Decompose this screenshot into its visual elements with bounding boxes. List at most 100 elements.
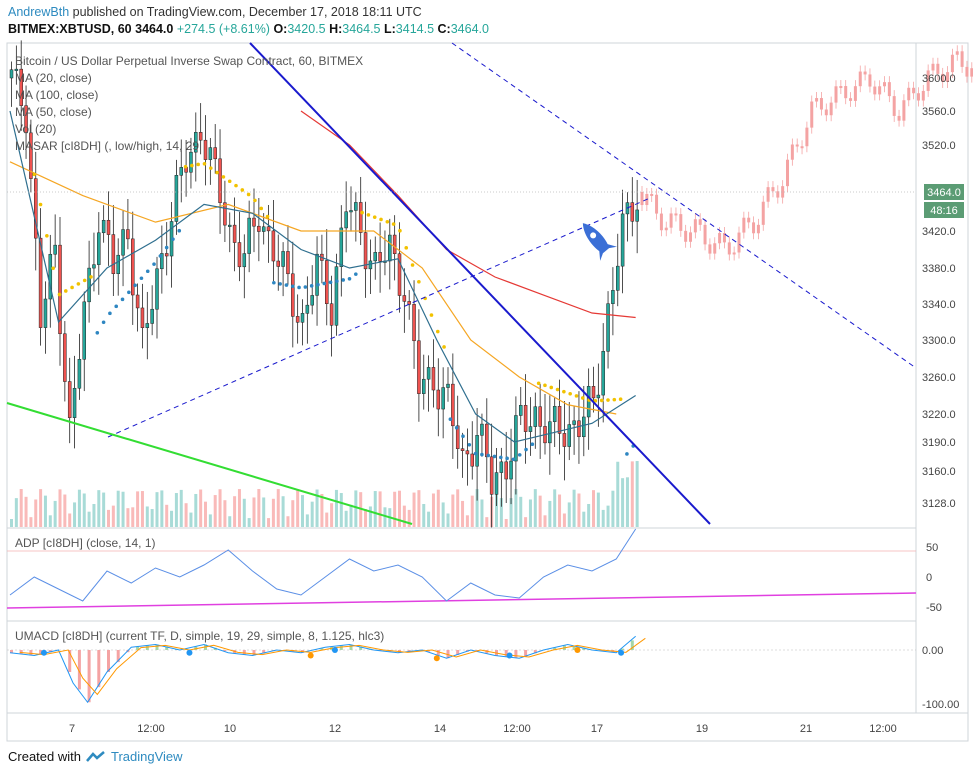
- masar-dot: [461, 434, 465, 439]
- masar-dot: [347, 277, 352, 281]
- projection-body: [742, 217, 746, 233]
- price-tick-label: 3380.0: [922, 263, 956, 275]
- masar-dot: [152, 262, 156, 266]
- masar-dots: [32, 162, 636, 462]
- volume-bar: [427, 511, 431, 527]
- candle-body: [228, 224, 232, 227]
- masar-dot: [51, 266, 55, 271]
- umacd-line: [9, 635, 636, 704]
- volume-bar: [519, 496, 523, 527]
- volume-bar: [630, 461, 634, 527]
- masar-dot: [341, 278, 345, 282]
- volume-bar: [131, 507, 135, 527]
- volume-bar: [267, 518, 271, 527]
- candle-body: [58, 244, 62, 335]
- price-change: +274.5 (+8.61%): [176, 22, 270, 36]
- candle-body: [470, 453, 474, 467]
- projection-body: [907, 87, 911, 101]
- candle-body: [378, 252, 382, 262]
- volume-bar: [325, 512, 329, 527]
- volume-bar: [189, 512, 193, 527]
- candle-body: [572, 420, 576, 425]
- masar-dot: [524, 447, 528, 452]
- candle-body: [577, 420, 581, 438]
- symbol-quote-line: BITMEX:XBTUSD, 60 3464.0 +274.5 (+8.61%)…: [8, 21, 489, 38]
- price-pane[interactable]: [6, 42, 917, 529]
- volume-bar: [436, 489, 440, 527]
- adp-tick-label: -50: [926, 602, 942, 614]
- projection-body: [873, 86, 877, 95]
- price-tick-label: 3340.0: [922, 299, 956, 311]
- volume-bar: [228, 516, 232, 527]
- projection-body: [805, 127, 809, 147]
- umacd-histogram-bar: [10, 650, 13, 653]
- volume-bar: [635, 461, 639, 527]
- candle-body: [155, 268, 159, 310]
- volume-bar: [373, 491, 377, 527]
- masar-dot: [599, 398, 604, 403]
- projection-body: [786, 159, 789, 187]
- volume-bar: [194, 493, 198, 527]
- candle-body: [325, 260, 329, 304]
- tradingview-brand[interactable]: TradingView: [110, 749, 183, 764]
- masar-dot: [278, 282, 282, 286]
- candle-body: [145, 323, 150, 328]
- masar-dot: [221, 175, 226, 179]
- footer: Created with TradingView: [8, 749, 183, 764]
- volume-bar: [548, 500, 552, 527]
- projection-body: [708, 244, 712, 254]
- last-price-badge: [924, 184, 964, 200]
- high-label: H:: [329, 22, 343, 36]
- publish-line: AndrewBth published on TradingView.com, …: [8, 4, 489, 21]
- candle-body: [261, 226, 266, 232]
- masar-dot: [549, 385, 554, 390]
- umacd-histogram-bar: [436, 650, 440, 655]
- candle-body: [397, 253, 402, 296]
- volume-bar: [121, 491, 125, 527]
- umacd-histogram-bar: [621, 648, 625, 650]
- author-link[interactable]: AndrewBth: [8, 5, 70, 19]
- volume-bar: [349, 504, 353, 527]
- time-axis[interactable]: [6, 712, 969, 742]
- masar-dot: [171, 237, 175, 241]
- price-axis[interactable]: [915, 42, 969, 714]
- volume-bar: [223, 500, 227, 527]
- adp-series: [6, 528, 917, 609]
- volume-bar: [136, 491, 140, 527]
- umacd-histogram-bar: [339, 645, 343, 650]
- projection-body: [844, 86, 848, 99]
- candle-body: [339, 227, 344, 267]
- candle-body: [591, 386, 596, 399]
- candle-body: [499, 461, 504, 473]
- projection-body: [824, 109, 828, 116]
- candle-body: [455, 425, 460, 449]
- masar-dot: [511, 457, 516, 462]
- volume-bar: [528, 499, 532, 527]
- candle-body: [548, 421, 552, 444]
- masar-dot: [70, 285, 74, 290]
- candle-body: [388, 234, 392, 262]
- candle-body: [509, 460, 513, 480]
- projection-body: [849, 98, 853, 101]
- volume-bar: [296, 489, 300, 527]
- umacd-histogram-bar: [262, 650, 266, 654]
- masar-dot: [246, 192, 251, 197]
- candle-body: [213, 147, 217, 160]
- masar-dot: [108, 311, 112, 316]
- candle-body: [611, 290, 615, 304]
- umacd-histogram-bar: [39, 650, 43, 655]
- candle-body: [514, 415, 518, 462]
- masar-dot: [517, 453, 522, 457]
- price-tick-label: 3560.0: [922, 106, 956, 118]
- candle-body: [528, 426, 533, 432]
- volume-bar: [262, 497, 266, 527]
- volume-bar: [364, 509, 368, 527]
- masar-dot: [127, 290, 131, 295]
- masar-dot: [101, 320, 106, 325]
- masar-dot: [625, 452, 629, 456]
- projection-body: [883, 82, 886, 87]
- volume-bar: [116, 490, 120, 527]
- candle-body: [431, 367, 436, 391]
- volume-bar: [441, 502, 445, 527]
